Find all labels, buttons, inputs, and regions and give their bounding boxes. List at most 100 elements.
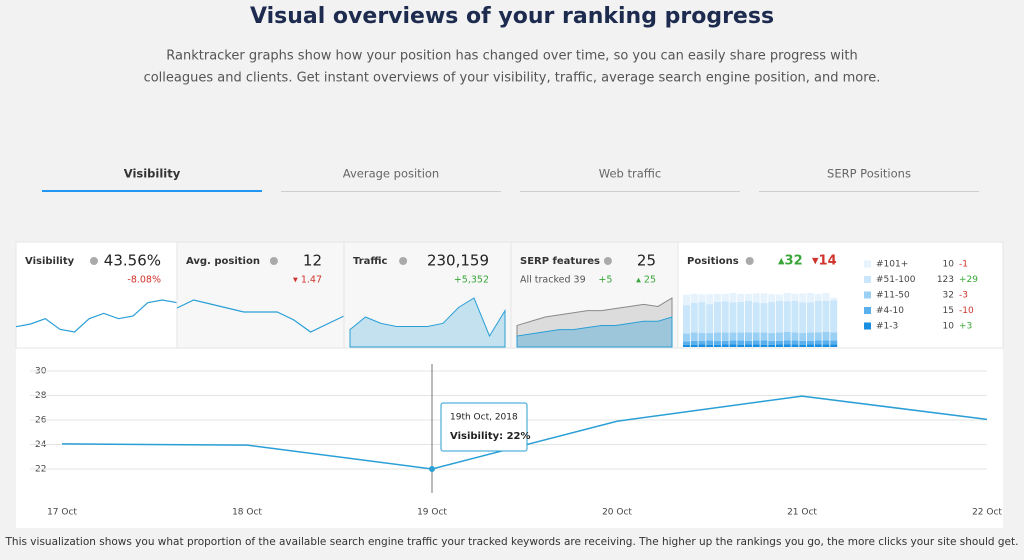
legend-swatch	[864, 276, 871, 283]
legend-name: #51-100	[876, 275, 916, 285]
position-bar	[830, 344, 838, 347]
tab[interactable]: Web traffic	[599, 167, 661, 181]
position-bar	[783, 344, 791, 347]
tab[interactable]: Visibility	[124, 167, 181, 181]
position-bar	[822, 344, 830, 347]
legend-swatch	[864, 322, 871, 330]
hover-point	[429, 466, 435, 472]
card[interactable]	[510, 241, 679, 349]
tab-underline	[42, 190, 262, 192]
position-bar	[776, 332, 783, 341]
legend-change: +29	[959, 275, 978, 285]
position-bar	[729, 340, 737, 345]
card-change: -8.08%	[127, 275, 161, 286]
card-label: SERP features	[520, 256, 600, 267]
position-bar	[752, 340, 760, 345]
position-bar	[683, 305, 690, 334]
info-icon	[603, 257, 612, 265]
spark-area	[516, 297, 673, 348]
position-bar	[721, 332, 729, 341]
position-bar	[737, 340, 745, 345]
card-value: 12	[303, 252, 322, 270]
footer: This visualization shows you what propor…	[5, 536, 1019, 548]
position-bar	[698, 344, 706, 347]
card-note: All tracked 39	[520, 275, 586, 286]
position-bar	[721, 340, 729, 345]
legend-change: +3	[959, 322, 972, 332]
tooltip-label: Visibility: 22%	[450, 431, 531, 442]
position-bar	[714, 344, 721, 347]
positions-down: ▾14	[812, 254, 837, 269]
card-value: 230,159	[427, 252, 489, 270]
position-bar	[745, 300, 752, 333]
position-bar	[822, 331, 830, 341]
card-note-change: +5	[598, 275, 612, 286]
tab[interactable]: Average position	[343, 167, 439, 181]
position-bar	[698, 302, 706, 334]
legend-count: 10	[943, 260, 955, 270]
position-bar	[830, 332, 838, 341]
legend-swatch	[864, 307, 871, 314]
tab-underline	[759, 191, 979, 192]
position-bar	[690, 332, 698, 341]
x-tick-label: 22 Oct	[972, 508, 1002, 518]
position-bar	[721, 344, 729, 347]
tab-underline	[520, 191, 740, 192]
card-change: +5,352	[454, 275, 489, 286]
position-bar	[814, 340, 822, 345]
tab-underline	[281, 191, 501, 192]
position-bar	[729, 302, 737, 333]
position-bar	[737, 344, 745, 347]
position-bar	[745, 294, 752, 301]
position-bar	[776, 294, 783, 301]
legend-change: -1	[959, 260, 968, 270]
card-change: ▴ 25	[636, 275, 656, 286]
legend-name: #1-3	[876, 322, 898, 332]
position-bar	[706, 344, 714, 347]
position-bar	[776, 340, 783, 345]
info-icon	[399, 257, 408, 265]
position-bar	[745, 332, 752, 341]
legend-change: -3	[959, 291, 968, 301]
intro: colleagues and clients. Get instant over…	[144, 71, 881, 86]
info-icon	[269, 257, 278, 265]
position-bar	[799, 344, 807, 347]
x-tick-label: 19 Oct	[417, 508, 447, 518]
position-bar	[706, 304, 714, 334]
spark-area	[349, 297, 506, 348]
position-bar	[698, 333, 706, 342]
position-bar	[822, 293, 830, 301]
position-bar	[729, 344, 737, 347]
position-bar	[706, 294, 714, 305]
spark-line	[15, 299, 178, 333]
legend-swatch	[864, 291, 871, 299]
tooltip	[440, 402, 528, 452]
tab[interactable]: SERP Positions	[827, 167, 911, 181]
card-label: Positions	[687, 256, 739, 267]
position-bar	[814, 344, 822, 347]
card[interactable]	[343, 241, 512, 349]
x-tick-label: 17 Oct	[47, 508, 77, 518]
info-icon	[90, 257, 98, 265]
position-bar	[830, 300, 838, 333]
intro: Ranktracker graphs show how your positio…	[166, 49, 857, 64]
position-bar	[752, 293, 760, 303]
x-tick-label: 21 Oct	[787, 508, 817, 518]
card[interactable]	[176, 241, 345, 349]
position-bar	[714, 302, 721, 333]
legend-name: #11-50	[876, 291, 910, 301]
position-bar	[799, 340, 807, 345]
position-bar	[683, 341, 690, 345]
position-bar	[791, 340, 799, 345]
position-bar	[822, 340, 830, 345]
position-bar	[776, 344, 783, 347]
position-bar	[706, 333, 714, 341]
position-bar	[714, 293, 721, 303]
position-bar	[807, 340, 814, 345]
position-bar	[683, 294, 690, 306]
position-bar	[791, 332, 799, 341]
position-bar	[814, 332, 822, 341]
position-bar	[791, 301, 799, 333]
position-bar	[822, 300, 830, 332]
